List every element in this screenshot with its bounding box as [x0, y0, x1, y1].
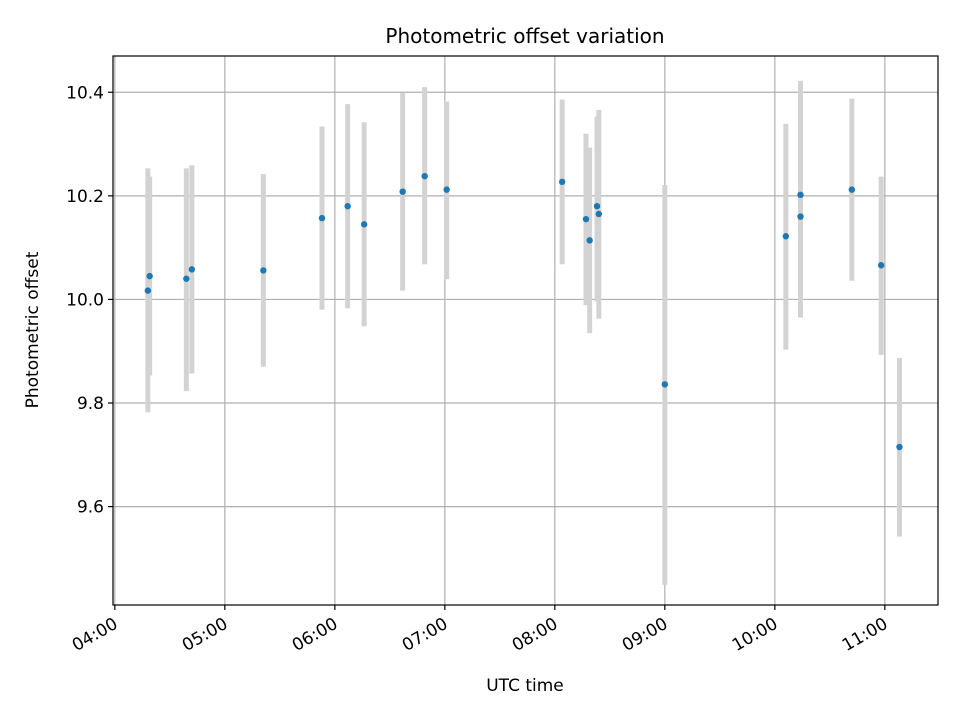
data-point [146, 272, 153, 280]
y-tick-label: 10.4 [66, 83, 104, 103]
data-point [582, 215, 590, 223]
y-tick-label: 10.2 [66, 187, 104, 207]
data-point [260, 267, 267, 274]
data-point [848, 186, 856, 193]
data-point [344, 202, 351, 210]
data-point [797, 191, 804, 199]
data-point [443, 186, 450, 193]
x-axis-title: UTC time [486, 676, 564, 696]
data-point [360, 221, 368, 228]
data-point [318, 214, 326, 222]
y-tick-label: 9.8 [77, 394, 104, 414]
chart-title: Photometric offset variation [385, 24, 664, 48]
data-point [183, 275, 190, 282]
y-tick-label: 9.6 [77, 498, 104, 518]
data-point [421, 172, 428, 180]
data-point [144, 287, 152, 294]
y-tick-label: 10.0 [66, 290, 104, 310]
y-axis-title: Photometric offset [23, 251, 43, 408]
data-point [399, 188, 406, 195]
data-point [661, 381, 669, 388]
data-point [797, 213, 804, 220]
data-point [595, 210, 603, 218]
data-point [877, 262, 885, 269]
data-point-layer [144, 172, 903, 451]
data-point [188, 266, 196, 273]
y-axis: 9.6 9.8 10.0 10.2 10.4 [66, 83, 113, 518]
data-point [558, 178, 566, 186]
data-point [586, 237, 593, 244]
data-point [782, 233, 790, 240]
data-point [593, 202, 601, 210]
data-point [896, 443, 903, 451]
plot-frame [112, 55, 939, 606]
